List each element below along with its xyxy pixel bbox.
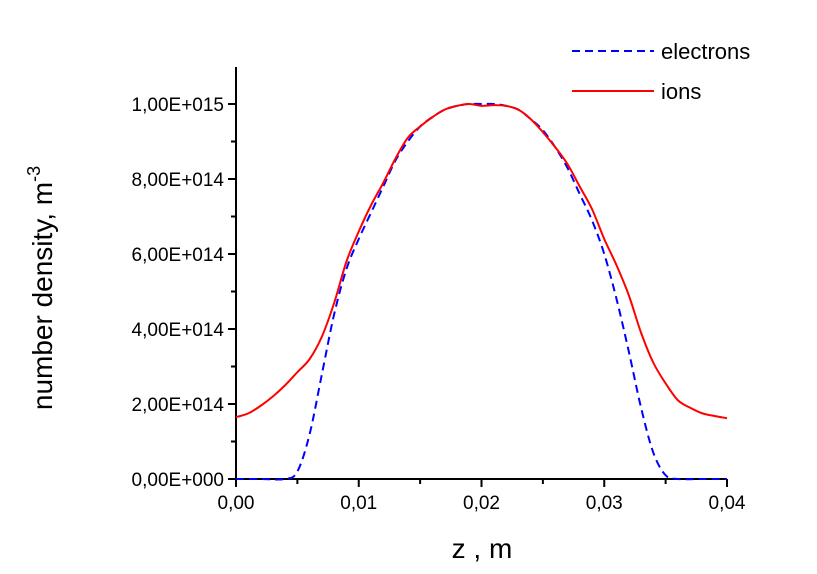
y-tick-label: 4,00E+014 (132, 320, 225, 341)
legend: electrons ions (572, 39, 750, 104)
x-tick-label: 0,04 (709, 493, 746, 514)
legend-label-electrons: electrons (661, 39, 750, 64)
y-axis-title: number density, m-3 (24, 166, 58, 410)
y-tick-label: 8,00E+014 (132, 170, 225, 191)
y-tick-label: 0,00E+000 (132, 470, 224, 491)
y-axis: 0,00E+000 2,00E+014 4,00E+014 6,00E+014 8,00… (132, 67, 237, 491)
x-tick-label: 0,01 (340, 493, 377, 514)
legend-label-ions: ions (661, 79, 701, 104)
y-tick-label: 6,00E+014 (132, 245, 225, 266)
x-tick-label: 0,02 (463, 493, 500, 514)
y-tick-label: 2,00E+014 (132, 395, 225, 416)
x-tick-label: 0,03 (586, 493, 623, 514)
legend-item-electrons: electrons (572, 39, 750, 64)
legend-item-ions: ions (572, 79, 701, 104)
series-line-ions (235, 102, 728, 420)
x-axis-title: z , m (452, 533, 513, 564)
x-tick-label: 0,00 (218, 493, 255, 514)
y-tick-label: 1,00E+015 (132, 95, 224, 116)
series-line-electrons (235, 102, 727, 481)
x-axis: 0,00 0,01 0,02 0,03 0,04 (218, 478, 746, 514)
plot-area (235, 102, 728, 481)
